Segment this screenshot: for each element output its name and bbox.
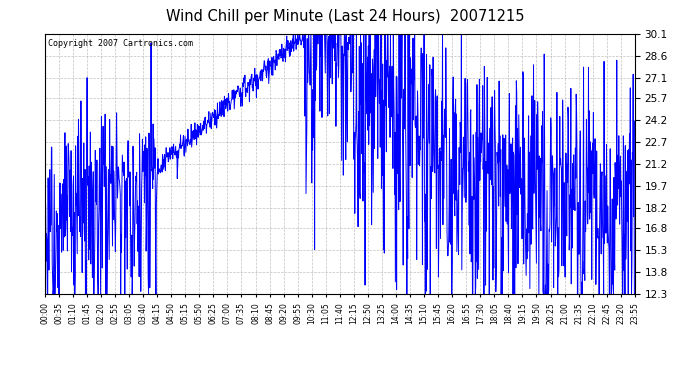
Text: Copyright 2007 Cartronics.com: Copyright 2007 Cartronics.com <box>48 39 193 48</box>
Text: Wind Chill per Minute (Last 24 Hours)  20071215: Wind Chill per Minute (Last 24 Hours) 20… <box>166 9 524 24</box>
